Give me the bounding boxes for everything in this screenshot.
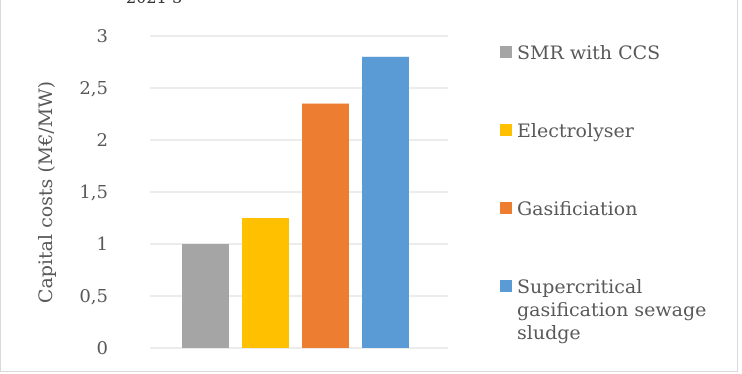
bars [182,56,409,349]
bar [362,56,409,349]
legend-swatch [500,202,512,214]
y-tick-label: 3 [97,26,108,47]
y-tick-label: 2 [97,130,108,151]
legend-label: Supercritical gasification sewage sludge [517,276,706,344]
legend-label: Electrolyser [517,120,635,142]
bar [182,244,229,348]
legend: SMR with CCS Electrolyser Gasificiation Sup… [500,42,706,344]
legend-label: SMR with CCS [517,42,660,64]
bar [242,218,289,348]
y-tick-label: 2,5 [79,78,108,99]
y-axis-label: Capital costs (M€/MW) [35,81,57,303]
legend-label: Gasificiation [517,198,637,220]
chart-title: 2021-3 [126,0,182,7]
legend-swatch [500,124,512,136]
y-tick-label: 1 [97,234,108,255]
bar [302,103,349,348]
y-tick-label: 0 [97,338,108,359]
y-tick-label: 1,5 [79,182,108,203]
legend-swatch [500,46,512,58]
y-axis-ticks: 0 0,5 1 1,5 2 2,5 3 [79,26,108,359]
y-tick-label: 0,5 [79,286,108,307]
legend-swatch [500,280,512,292]
